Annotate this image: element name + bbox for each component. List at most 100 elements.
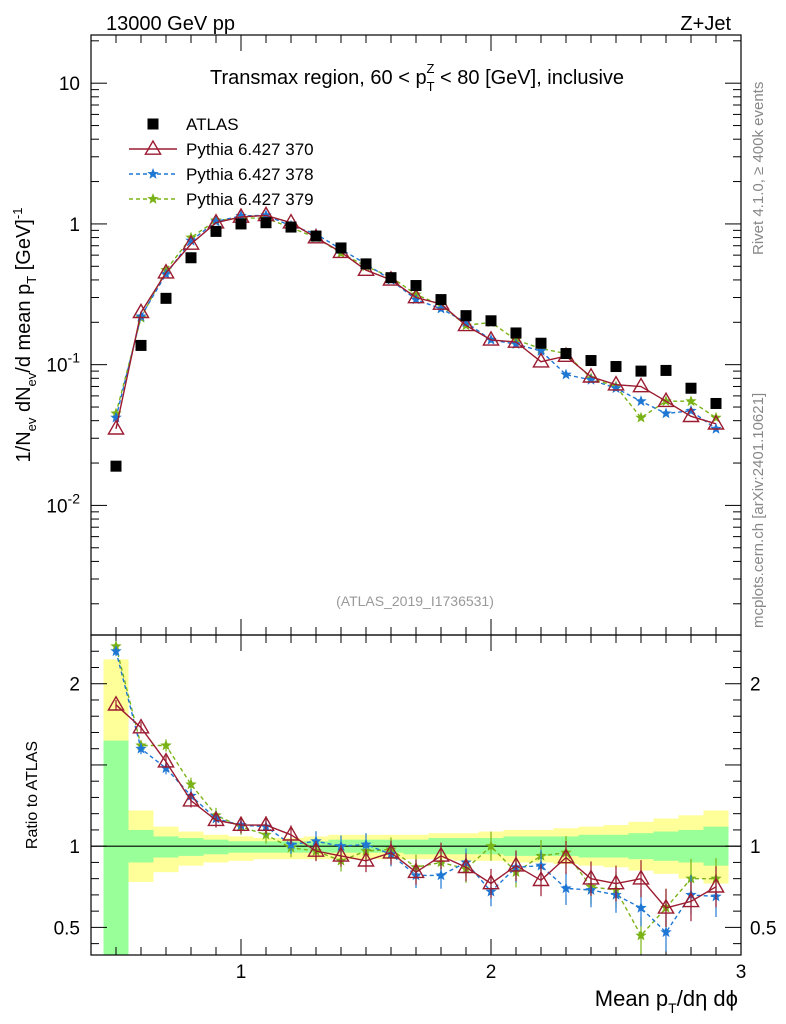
data-point-atlas (710, 397, 722, 409)
x-tick-label: 3 (736, 962, 747, 983)
data-point-star (685, 404, 697, 416)
legend-marker (144, 139, 162, 155)
data-point-star (635, 411, 647, 423)
series-atlas (110, 217, 722, 472)
data-point-atlas (685, 382, 697, 394)
data-point-atlas (185, 252, 197, 264)
ratio-band-inner (103, 740, 129, 955)
plot-title: Transmax region, 60 < pTZ < 80 [GeV], in… (210, 61, 624, 94)
data-point-atlas (510, 327, 522, 339)
ratio-y-tick-label-right: 1 (750, 837, 761, 858)
legend-label: Pythia 6.427 370 (186, 140, 314, 159)
ratio-y-tick-label-right: 2 (750, 675, 761, 696)
data-point-atlas (535, 337, 547, 349)
data-point-atlas (460, 310, 472, 322)
axis-ticks: 1 2 3 10-2 10-1 1 10 0.5 0.5 1 1 2 2 (46, 35, 776, 983)
main-y-axis-label: 1/Nev dNev/d mean pT [GeV]-1 (10, 208, 39, 463)
data-point-triangle (507, 332, 525, 348)
data-point-star (710, 422, 722, 434)
data-point-triangle (407, 288, 425, 304)
ratio-y-tick-label: 2 (69, 675, 80, 696)
data-point-star (210, 215, 222, 227)
x-tick-label: 2 (486, 962, 497, 983)
series-line-main (115, 214, 717, 430)
data-point-atlas (410, 280, 422, 292)
data-point-atlas (435, 294, 447, 306)
data-point-atlas (260, 217, 272, 229)
data-point-atlas (335, 242, 347, 254)
ratio-y-tick-label-right: 0.5 (750, 918, 776, 939)
legend-marker (147, 168, 159, 179)
data-point-atlas (210, 225, 222, 237)
y-tick-label: 10-2 (46, 490, 80, 517)
data-point-triangle (607, 375, 625, 391)
ratio-y-tick-label: 0.5 (54, 918, 80, 939)
legend-label: ATLAS (186, 115, 239, 134)
data-point-triangle (107, 695, 125, 711)
data-point-star (235, 209, 247, 221)
data-point-star (685, 395, 697, 407)
series-layer (107, 205, 725, 955)
analysis-tag: (ATLAS_2019_I1736531) (336, 593, 494, 609)
ratio-band-inner (153, 836, 179, 858)
data-point-atlas (385, 272, 397, 284)
data-point-triangle (682, 406, 700, 423)
ratio-y-axis-label: Ratio to ATLAS (24, 741, 41, 849)
data-point-star (410, 293, 422, 305)
data-point-triangle (632, 377, 650, 393)
data-point-atlas (585, 355, 597, 367)
data-point-star (435, 302, 447, 314)
x-axis-label: Mean pT/dη dϕ (595, 986, 738, 1016)
data-point-triangle (457, 315, 475, 332)
data-point-star (585, 373, 597, 385)
series-line-main (115, 214, 717, 429)
data-point-atlas (610, 361, 622, 373)
data-point-triangle (582, 367, 600, 383)
series-line-main (115, 217, 717, 419)
data-point-atlas (660, 364, 672, 376)
data-point-atlas (310, 230, 322, 242)
data-point-triangle (132, 302, 150, 319)
ratio-band-inner (228, 841, 254, 853)
legend-label: Pythia 6.427 379 (186, 190, 314, 209)
data-point-star (510, 338, 522, 349)
data-point-triangle (182, 234, 200, 250)
data-point-star (535, 345, 547, 356)
data-point-triangle (707, 414, 725, 430)
data-point-atlas (235, 218, 247, 230)
series-line-ratio (115, 651, 717, 934)
ratio-band-inner (253, 841, 279, 853)
ratio-y-tick-label: 1 (69, 837, 80, 858)
data-point-star (185, 234, 197, 246)
legend: ATLAS Pythia 6.427 370 Pythia 6.427 378 Pyt… (129, 115, 314, 209)
data-point-triangle (657, 391, 675, 408)
data-point-triangle (482, 330, 500, 346)
header-right: Z+Jet (680, 13, 731, 35)
ratio-band-inner (178, 838, 204, 856)
rivet-version-text: Rivet 4.1.0, ≥ 400k events (750, 82, 767, 255)
legend-marker (147, 118, 159, 130)
legend-label: Pythia 6.427 378 (186, 165, 314, 184)
ratio-band-inner (403, 839, 429, 855)
data-point-triangle (532, 352, 550, 368)
data-point-atlas (135, 339, 147, 351)
y-tick-label: 1 (69, 215, 80, 236)
series-line-ratio (115, 646, 716, 937)
y-tick-label: 10 (59, 74, 80, 95)
data-point-star (135, 310, 147, 322)
x-tick-label: 1 (236, 962, 247, 983)
data-point-atlas (635, 365, 647, 377)
data-point-atlas (560, 348, 572, 360)
data-point-triangle (157, 263, 175, 279)
mcplots-credit-text: mcplots.cern.ch [arXiv:2401.10621] (750, 393, 767, 628)
data-point-atlas (285, 221, 297, 233)
y-tick-label: 10-1 (46, 350, 80, 377)
series-pythia-6-427-370 (107, 205, 725, 928)
data-point-atlas (485, 315, 497, 327)
ratio-band-inner (203, 839, 229, 855)
data-point-star (660, 407, 672, 419)
data-point-star (560, 368, 572, 380)
data-point-atlas (360, 258, 372, 270)
data-point-atlas (160, 292, 172, 304)
